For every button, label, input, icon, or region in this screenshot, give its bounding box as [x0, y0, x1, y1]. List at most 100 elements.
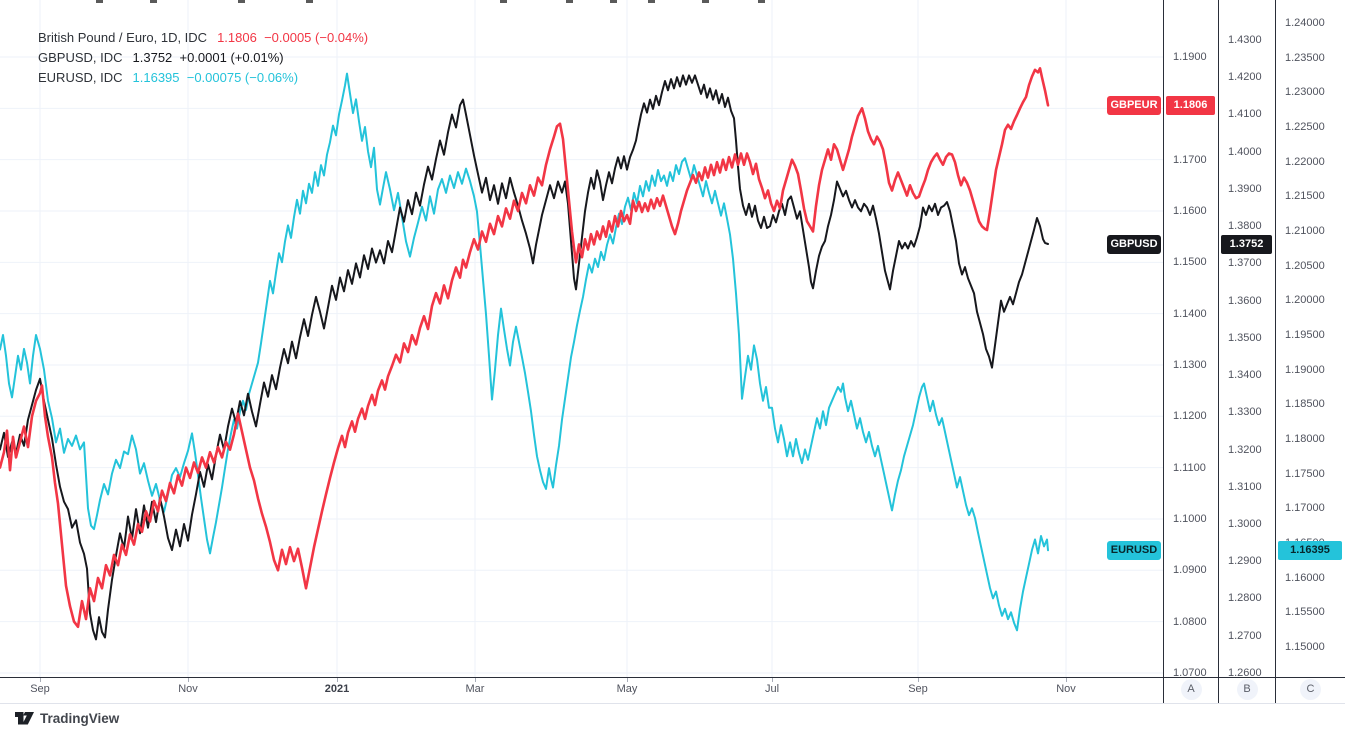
price-tick-label: 1.0900	[1173, 564, 1207, 577]
gbpeur-series-line[interactable]	[0, 67, 1050, 629]
time-tick-mark	[627, 678, 628, 682]
price-tick-label: 1.20000	[1285, 294, 1325, 307]
legend-symbol-title: EURUSD, IDC	[38, 69, 123, 85]
price-tick-label: 1.19500	[1285, 328, 1325, 341]
clipped-text-fragment	[500, 0, 507, 3]
legend-row-eurusd[interactable]: EURUSD, IDC 1.16395 −0.00075 (−0.06%)	[38, 67, 368, 87]
gbpusd-series-line[interactable]	[0, 74, 1049, 641]
price-tick-label: 1.3800	[1228, 220, 1262, 233]
gbpeur-symbol-label: GBPEUR	[1107, 95, 1161, 115]
price-tick-label: 1.1700	[1173, 153, 1207, 166]
price-tick-label: 1.1400	[1173, 307, 1207, 320]
time-axis-bottom-border	[0, 703, 1345, 704]
time-axis[interactable]: Sep Nov 2021 Mar May Jul Sep Nov	[0, 678, 1345, 703]
time-tick-mark	[1066, 678, 1067, 682]
price-tick-label: 1.3700	[1228, 257, 1262, 270]
price-tick-label: 1.18500	[1285, 398, 1325, 411]
tradingview-logo-text: TradingView	[40, 710, 120, 726]
legend-symbol-title: GBPUSD, IDC	[38, 49, 123, 65]
price-tick-label: 1.16000	[1285, 571, 1325, 584]
plot-bottom-border	[0, 677, 1345, 678]
time-tick-mark	[188, 678, 189, 682]
clipped-text-fragment	[758, 0, 765, 3]
time-tick-mark	[475, 678, 476, 682]
time-tick-mark	[337, 678, 338, 682]
price-axis-c[interactable]: 1.24000 1.23500 1.23000 1.22500 1.22000 1.215…	[1276, 0, 1345, 703]
price-tick-label: 1.15500	[1285, 606, 1325, 619]
gbpeur-price-label: 1.1806	[1166, 95, 1215, 115]
price-tick-label: 1.18000	[1285, 432, 1325, 445]
time-tick-label: Sep	[908, 683, 928, 695]
time-tick-label: Sep	[30, 683, 50, 695]
price-tick-label: 1.19000	[1285, 363, 1325, 376]
legend-row-gbpeur[interactable]: British Pound / Euro, 1D, IDC 1.1806 −0.…	[38, 27, 368, 47]
price-tick-label: 1.1900	[1173, 51, 1207, 63]
clipped-text-fragment	[150, 0, 157, 3]
chart-plot-area[interactable]	[0, 0, 1163, 677]
scale-button-b[interactable]: B	[1236, 679, 1258, 700]
legend-symbol-title: British Pound / Euro, 1D, IDC	[38, 29, 208, 45]
price-tick-label: 1.3100	[1228, 480, 1262, 493]
price-tick-label: 1.4200	[1228, 71, 1262, 84]
clipped-text-fragment	[306, 0, 313, 3]
price-tick-label: 1.4000	[1228, 145, 1262, 158]
price-tick-label: 1.4100	[1228, 108, 1262, 121]
legend-row-gbpusd[interactable]: GBPUSD, IDC 1.3752 +0.0001 (+0.01%)	[38, 47, 368, 67]
clipped-text-fragment	[238, 0, 245, 3]
price-tick-label: 1.17000	[1285, 502, 1325, 515]
scale-button-c[interactable]: C	[1300, 679, 1321, 700]
price-tick-label: 1.1300	[1173, 358, 1207, 371]
axis-separator	[1163, 0, 1164, 703]
clipped-text-fragment	[648, 0, 655, 3]
time-tick-mark	[918, 678, 919, 682]
price-tick-label: 1.2900	[1228, 555, 1262, 568]
legend-values-gbpeur: 1.1806 −0.0005 (−0.04%)	[217, 29, 369, 45]
time-tick-label: May	[616, 683, 638, 695]
price-tick-label: 1.3200	[1228, 443, 1262, 456]
eurusd-series-line[interactable]	[0, 72, 1049, 632]
eurusd-price-label: 1.16395	[1278, 540, 1342, 560]
price-tick-label: 1.1500	[1173, 256, 1207, 269]
time-tick-mark	[40, 678, 41, 682]
price-tick-label: 1.0700	[1173, 666, 1207, 679]
clipped-text-fragment	[610, 0, 617, 3]
price-tick-label: 1.3500	[1228, 331, 1262, 344]
eurusd-symbol-label: EURUSD	[1107, 540, 1161, 560]
price-tick-label: 1.21500	[1285, 190, 1325, 203]
price-tick-label: 1.1000	[1173, 512, 1207, 525]
clipped-text-fragment	[566, 0, 573, 3]
time-tick-label: Jul	[764, 683, 780, 695]
price-tick-label: 1.1600	[1173, 204, 1207, 217]
clipped-text-fragment	[702, 0, 709, 3]
price-axis-a[interactable]: 1.19001.18001.17001.16001.15001.14001.13…	[1164, 0, 1218, 703]
chart-legend: British Pound / Euro, 1D, IDC 1.1806 −0.…	[38, 27, 368, 87]
price-tick-label: 1.3400	[1228, 369, 1262, 382]
time-tick-label: Nov	[1056, 683, 1076, 695]
price-tick-label: 1.24000	[1285, 17, 1325, 29]
price-tick-label: 1.4300	[1228, 34, 1262, 46]
price-axis-b[interactable]: 1.4300 1.4200 1.4100 1.4000 1.3900 1.3800 1.37…	[1219, 0, 1275, 703]
clipped-text-fragment	[96, 0, 103, 3]
price-tick-label: 1.3900	[1228, 182, 1262, 195]
tradingview-logo[interactable]: TradingView	[14, 709, 119, 727]
price-tick-label: 1.23000	[1285, 86, 1325, 99]
gbpusd-price-label: 1.3752	[1221, 234, 1272, 254]
price-tick-label: 1.2700	[1228, 629, 1262, 642]
price-tick-label: 1.2600	[1228, 666, 1262, 679]
price-tick-label: 1.17500	[1285, 467, 1325, 480]
price-tick-label: 1.1200	[1173, 410, 1207, 423]
price-tick-label: 1.21000	[1285, 224, 1325, 237]
price-tick-label: 1.20500	[1285, 259, 1325, 272]
price-tick-label: 1.2800	[1228, 592, 1262, 605]
legend-values-gbpusd: 1.3752 +0.0001 (+0.01%)	[132, 49, 284, 65]
price-tick-label: 1.15000	[1285, 640, 1325, 653]
time-tick-mark	[772, 678, 773, 682]
price-tick-label: 1.3300	[1228, 406, 1262, 419]
scale-button-a[interactable]: A	[1180, 679, 1202, 700]
price-tick-label: 1.1100	[1173, 461, 1206, 474]
legend-values-eurusd: 1.16395 −0.00075 (−0.06%)	[132, 69, 299, 85]
time-tick-label: 2021	[324, 683, 350, 695]
gbpusd-symbol-label: GBPUSD	[1107, 234, 1161, 254]
price-tick-label: 1.3600	[1228, 294, 1262, 307]
time-tick-label: Mar	[465, 683, 485, 695]
